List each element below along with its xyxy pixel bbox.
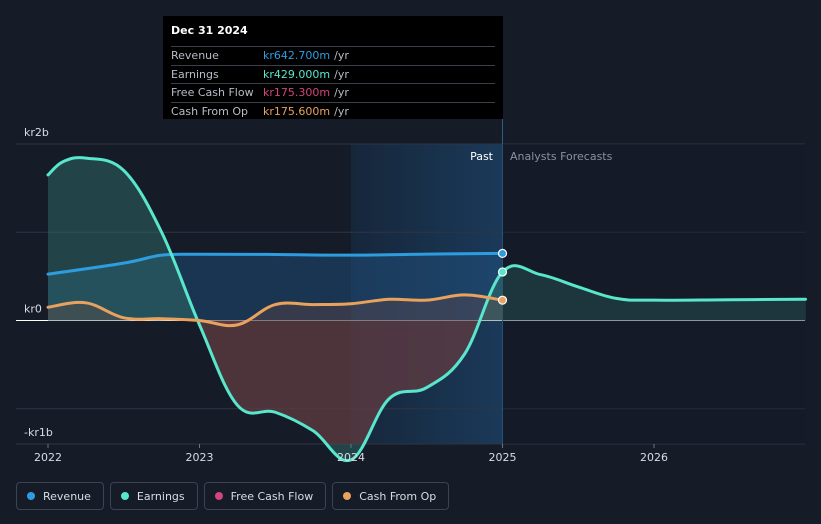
tooltip-value: kr429.000m (263, 67, 331, 81)
y-tick-label: kr2b (24, 126, 49, 139)
series-line-earnings (46, 156, 807, 463)
tooltip-unit: /yr (334, 67, 349, 81)
tooltip-date: Dec 31 2024 (171, 24, 248, 37)
legend-dot-icon (27, 492, 35, 500)
tooltip-row-cash-from-op: Cash From Op kr175.600m /yr (171, 101, 495, 121)
legend-dot-icon (343, 492, 352, 500)
series-area-cash-from-op (48, 294, 503, 326)
earnings-negative-area (48, 320, 805, 444)
tooltip-unit: /yr (334, 86, 349, 99)
series-line-revenue (46, 251, 504, 276)
past-label: Past (470, 150, 494, 163)
tooltip-label: Revenue (171, 49, 219, 62)
legend-item-free-cash-flow[interactable]: Free Cash Flow (203, 482, 327, 510)
x-tick-label: 2022 (34, 451, 62, 464)
tooltip-row-revenue: Revenue kr642.700m /yr (171, 46, 495, 65)
tooltip-unit: /yr (334, 49, 349, 62)
forecast-region (502, 144, 805, 444)
x-tick-label: 2023 (186, 451, 214, 464)
legend-item-cash-from-op[interactable]: Cash From Op (332, 482, 450, 510)
series-marker-revenue (497, 248, 508, 259)
tooltip-value: kr175.600m (263, 104, 331, 118)
legend-dot-icon (214, 492, 223, 500)
series-marker-cash-from-op (497, 295, 508, 305)
x-tick-label: 2026 (640, 451, 668, 464)
tooltip-label: Cash From Op (171, 104, 249, 118)
x-tick-label: 2024 (337, 451, 365, 464)
tooltip: Dec 31 2024 Revenue kr642.700m /yr Earni… (163, 16, 503, 119)
legend-label: Free Cash Flow (230, 489, 314, 503)
legend-label: Earnings (136, 489, 185, 503)
legend-label: Cash From Op (359, 489, 437, 503)
legend-label: Revenue (43, 489, 91, 503)
tooltip-unit: /yr (334, 104, 349, 118)
tooltip-row-free-cash-flow: Free Cash Flow kr175.300m /yr (171, 83, 495, 102)
tooltip-value: kr175.300m (263, 86, 331, 99)
y-tick-label: -kr1b (24, 426, 53, 439)
tooltip-row-earnings: Earnings kr429.000m /yr (171, 64, 495, 84)
legend: Revenue Earnings Free Cash Flow Cash Fro… (16, 482, 450, 510)
tooltip-value: kr642.700m (263, 49, 331, 62)
tooltip-label: Earnings (171, 67, 219, 81)
x-tick-label: 2025 (489, 451, 517, 464)
legend-dot-icon (120, 492, 129, 500)
y-tick-label: kr0 (24, 302, 42, 315)
series-line-cash-from-op (46, 293, 504, 328)
legend-item-earnings[interactable]: Earnings (109, 482, 198, 510)
tooltip-label: Free Cash Flow (171, 86, 254, 99)
series-marker-earnings (497, 267, 508, 277)
forecast-label: Analysts Forecasts (510, 150, 613, 163)
legend-item-revenue[interactable]: Revenue (16, 482, 104, 510)
